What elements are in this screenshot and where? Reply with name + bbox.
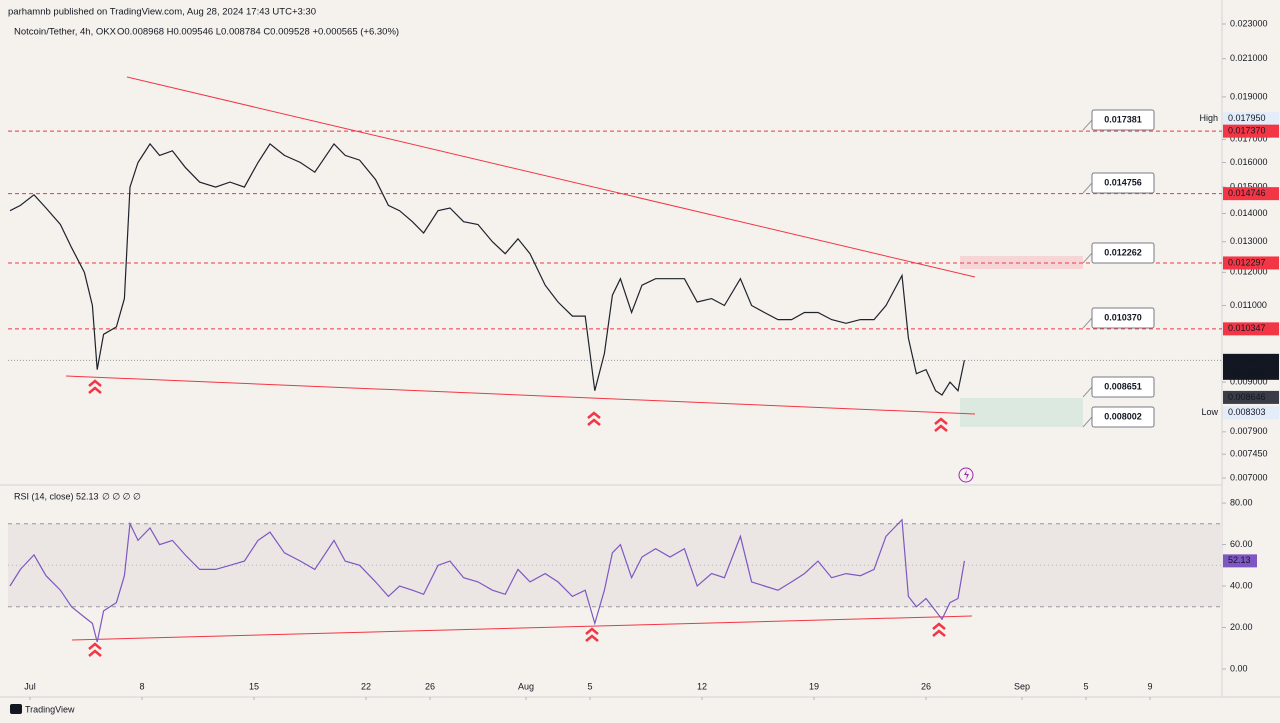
price-marker-label: 0.008646 <box>1228 392 1266 402</box>
y-tick-label: 0.00 <box>1230 663 1248 673</box>
series-line <box>9 518 965 643</box>
footer: TradingView <box>25 704 75 714</box>
indicator-value: 52.13 <box>76 491 99 501</box>
callout-label: 0.010370 <box>1104 312 1142 322</box>
y-tick-label: 0.009000 <box>1230 376 1268 386</box>
price-marker <box>1223 390 1279 404</box>
price-tag: Low <box>1201 407 1218 417</box>
price-marker-label: 0.014746 <box>1228 188 1266 198</box>
y-tick-label: 0.012000 <box>1230 267 1268 277</box>
y-tick-label: 0.015000 <box>1230 182 1268 192</box>
callout-connector <box>1082 317 1093 329</box>
alert-icon[interactable] <box>958 467 974 483</box>
x-tick-label: 19 <box>809 681 819 691</box>
price-marker <box>1223 112 1279 126</box>
price-marker <box>1223 256 1279 270</box>
price-marker-label: 0.017370 <box>1228 126 1266 136</box>
y-tick-label: 20.00 <box>1230 622 1253 632</box>
alert-icon-bolt <box>964 470 969 480</box>
rsi-marker <box>1223 554 1257 568</box>
price-marker <box>1223 187 1279 201</box>
x-tick-label: 9 <box>1147 681 1152 691</box>
price-marker-label: 0.008303 <box>1228 407 1266 417</box>
x-tick-label: 5 <box>587 681 592 691</box>
price-marker-label: 0.009528 <box>1228 355 1266 365</box>
y-tick-label: 0.023000 <box>1230 18 1268 28</box>
x-tick-label: 26 <box>425 681 435 691</box>
series-line <box>9 142 965 396</box>
price-tag: High <box>1199 113 1218 123</box>
callout-box <box>1091 242 1155 264</box>
price-marker-label: 0.012297 <box>1228 257 1266 267</box>
y-tick-label: 0.016000 <box>1230 157 1268 167</box>
rsi-marker-label: 52.13 <box>1228 555 1251 565</box>
callout-label: 0.008002 <box>1104 411 1142 421</box>
callout-connector <box>1082 119 1093 131</box>
indicator-inputs: ∅ ∅ ∅ ∅ <box>102 491 141 501</box>
callout-label: 0.017381 <box>1104 114 1142 124</box>
callout-label: 0.008651 <box>1104 381 1142 391</box>
y-tick-label: 80.00 <box>1230 497 1253 507</box>
rsi-band <box>8 523 1222 607</box>
y-tick-label: 0.007000 <box>1230 472 1268 482</box>
x-tick-label: 22 <box>361 681 371 691</box>
callout-connector <box>1082 252 1093 264</box>
y-tick-label: 0.021000 <box>1230 53 1268 63</box>
price-marker <box>1223 124 1279 138</box>
callout-connector <box>1082 386 1093 398</box>
callout-box <box>1091 172 1155 194</box>
arrow-markers <box>88 379 948 657</box>
x-tick-label: Jul <box>24 681 36 691</box>
y-tick-label: 0.007450 <box>1230 449 1268 459</box>
price-timer: 01:46:26 <box>1230 368 1265 378</box>
y-tick-label: 0.011000 <box>1230 300 1267 310</box>
x-tick-label: 5 <box>1083 681 1088 691</box>
x-tick-label: 12 <box>697 681 707 691</box>
x-tick-label: 26 <box>921 681 931 691</box>
trendline <box>65 375 976 415</box>
support-zone <box>960 398 1083 427</box>
rsi-trendline <box>71 615 973 641</box>
trendline <box>126 76 976 278</box>
y-tick-label: 0.014000 <box>1230 208 1268 218</box>
callout-connector <box>1082 182 1093 194</box>
symbol: Notcoin/Tether, 4h, OKX <box>14 27 117 38</box>
price-marker-label: 0.010347 <box>1228 323 1266 333</box>
callout-box <box>1091 406 1155 428</box>
price-marker <box>1223 406 1279 420</box>
callout-box <box>1091 376 1155 398</box>
x-tick-label: Aug <box>518 681 534 691</box>
callout-label: 0.014756 <box>1104 177 1142 187</box>
ohlc: O0.008968 H0.009546 L0.008784 C0.009528 … <box>117 27 399 38</box>
x-tick-label: 15 <box>249 681 259 691</box>
callout-connector <box>1082 416 1093 428</box>
y-tick-label: 40.00 <box>1230 580 1253 590</box>
x-tick-label: 8 <box>139 681 144 691</box>
x-tick-label: Sep <box>1014 681 1030 691</box>
price-marker <box>1223 353 1279 380</box>
logo <box>10 704 22 714</box>
price-marker <box>1223 322 1279 336</box>
callout-label: 0.012262 <box>1104 247 1142 257</box>
price-marker-label: 0.017950 <box>1228 113 1266 123</box>
publisher: parhamnb published on TradingView.com, A… <box>8 7 316 18</box>
y-tick-label: 0.017000 <box>1230 134 1268 144</box>
indicator-title: RSI (14, close) <box>14 491 74 501</box>
y-tick-label: 0.019000 <box>1230 91 1268 101</box>
resistance-zone <box>960 256 1083 269</box>
callout-box <box>1091 307 1155 329</box>
y-tick-label: 0.007900 <box>1230 426 1268 436</box>
y-tick-label: 0.013000 <box>1230 236 1268 246</box>
callout-box <box>1091 109 1155 131</box>
y-tick-label: 60.00 <box>1230 539 1253 549</box>
